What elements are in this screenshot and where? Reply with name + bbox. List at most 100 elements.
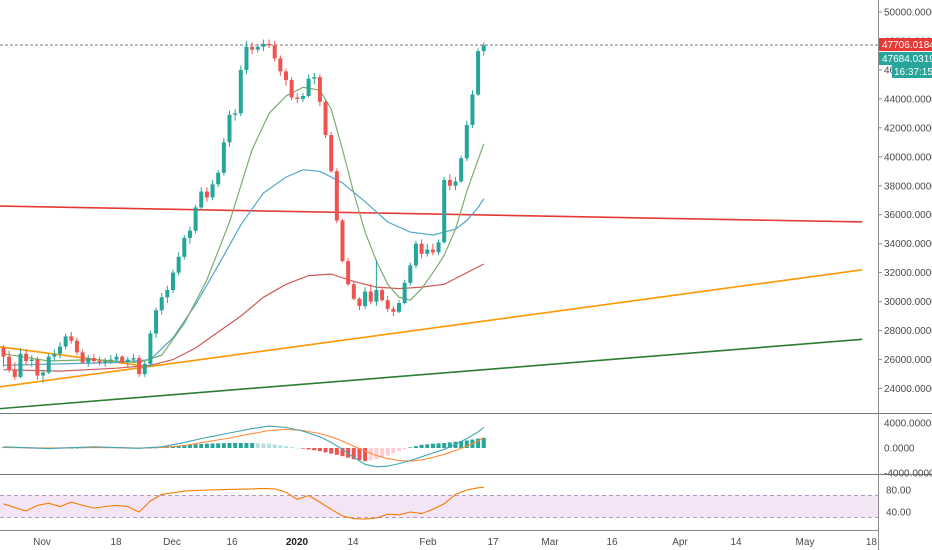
trendline-0[interactable] <box>0 205 863 223</box>
price-tick-label: 38000.0000 <box>884 181 932 192</box>
candle <box>402 279 407 305</box>
candle <box>52 349 57 362</box>
sma-long-line <box>3 263 485 372</box>
macd-histogram-bar <box>210 443 215 448</box>
price-tick-label: 24000.0000 <box>884 384 932 395</box>
price-tick-label: 50000.0000 <box>884 8 932 19</box>
candle <box>199 187 204 211</box>
candle <box>176 252 181 276</box>
macd-line <box>3 425 485 468</box>
price-tick-label: 28000.0000 <box>884 326 932 337</box>
candle <box>46 353 51 375</box>
macd-histogram-bar <box>329 448 334 454</box>
rsi-pane[interactable] <box>0 486 878 520</box>
price-pane[interactable] <box>0 39 878 410</box>
macd-histogram-bar <box>317 448 322 452</box>
candle <box>447 174 452 191</box>
macd-histogram-bar <box>193 444 198 448</box>
time-tick-label: 16 <box>606 537 618 548</box>
candle <box>227 110 232 147</box>
candle <box>165 285 170 304</box>
countdown-label: 16:37:15 <box>894 67 932 78</box>
time-tick-label: 18 <box>110 537 122 548</box>
time-axis[interactable]: Nov 18 Dec 16 2020 14 Feb 17 Mar 16 Apr 14 May 18 <box>33 537 877 548</box>
macd-histogram-bar <box>323 448 328 453</box>
candle <box>187 226 192 244</box>
macd-histogram-bar <box>391 448 396 454</box>
candle <box>380 287 385 302</box>
macd-histogram-bar <box>397 448 401 452</box>
macd-histogram-bar <box>436 443 441 448</box>
macd-histogram-bar <box>255 443 260 448</box>
macd-histogram-bar <box>261 443 266 448</box>
countdown-badge <box>892 65 932 78</box>
macd-histogram-bar <box>284 446 288 448</box>
candle <box>284 68 288 86</box>
candle <box>137 355 142 377</box>
candle <box>131 353 136 363</box>
candle <box>357 297 362 311</box>
candle <box>18 347 23 379</box>
candle <box>193 204 198 234</box>
candle <box>204 187 209 202</box>
candle <box>300 93 305 102</box>
candle <box>159 292 164 315</box>
price-axis[interactable]: 50000.000048000.000046000.000044000.0000… <box>878 8 932 396</box>
candlesticks <box>1 39 486 383</box>
trendline-1[interactable] <box>0 268 863 388</box>
macd-indicator <box>1 425 486 468</box>
trendlines <box>0 205 863 410</box>
time-tick-label: Feb <box>419 537 437 548</box>
rsi-tick-label: 80.00 <box>886 486 911 497</box>
macd-histogram-bar <box>187 444 192 448</box>
macd-histogram-bar <box>442 443 447 448</box>
macd-histogram-bar <box>430 443 435 448</box>
candle <box>368 284 373 305</box>
macd-histogram-bar <box>204 443 209 448</box>
candle <box>24 349 29 366</box>
macd-axis[interactable]: 4000.0000 0.0000 -4000.0000 <box>884 419 932 480</box>
candle <box>272 40 277 62</box>
macd-histogram-bar <box>300 448 305 449</box>
time-tick-label: 2020 <box>286 537 309 548</box>
candle <box>340 219 345 263</box>
candle <box>216 169 221 188</box>
candle <box>125 356 130 367</box>
rsi-axis[interactable]: 80.00 40.00 <box>886 486 911 519</box>
candle <box>323 100 328 138</box>
macd-histogram-bar <box>182 444 187 448</box>
rsi-indicator <box>0 486 878 520</box>
candle <box>12 362 17 380</box>
trendline-2[interactable] <box>0 338 863 410</box>
second-price-label: 47684.0319 <box>882 54 932 65</box>
candle <box>63 333 68 350</box>
macd-histogram-bar <box>351 448 356 460</box>
candle <box>419 239 424 259</box>
sma-mid-line <box>3 169 485 366</box>
macd-histogram-bar <box>340 448 345 457</box>
candle <box>351 281 356 301</box>
macd-pane[interactable] <box>1 425 486 468</box>
macd-histogram-bar <box>413 446 418 448</box>
candle <box>7 350 12 373</box>
price-tick-label: 34000.0000 <box>884 239 932 250</box>
candle <box>142 361 147 377</box>
candle <box>238 65 243 117</box>
candle <box>210 179 215 201</box>
candle <box>436 239 441 256</box>
macd-histogram-bar <box>24 448 29 449</box>
macd-histogram-bar <box>233 443 238 448</box>
candle <box>97 356 102 366</box>
macd-histogram-bar <box>272 444 277 448</box>
macd-histogram-bar <box>267 443 272 448</box>
candle <box>413 240 418 269</box>
macd-histogram-bar <box>481 438 486 448</box>
candle <box>80 349 85 364</box>
macd-histogram-bar <box>221 443 226 448</box>
candle <box>91 353 96 364</box>
candle <box>261 39 266 52</box>
current-price-badge <box>879 38 932 51</box>
macd-histogram-bar <box>176 445 181 448</box>
macd-histogram-bar <box>363 448 368 462</box>
